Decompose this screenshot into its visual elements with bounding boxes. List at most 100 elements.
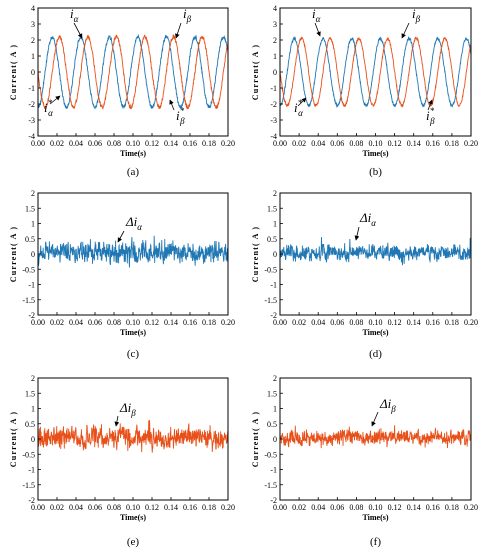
x-tick-label: 0.10 bbox=[126, 139, 140, 148]
y-tick-label: 2 bbox=[273, 36, 277, 45]
x-tick-label: 0.00 bbox=[273, 503, 287, 512]
y-tick-label: 0.5 bbox=[25, 420, 35, 429]
x-tick-label: 0.12 bbox=[145, 318, 159, 327]
y-tick-label: -2 bbox=[270, 311, 277, 320]
y-tick-label: 0.5 bbox=[267, 235, 277, 244]
x-tick-label: 0.18 bbox=[445, 503, 459, 512]
x-tick-label: 0.12 bbox=[145, 139, 159, 148]
annotation-arrow bbox=[401, 22, 410, 39]
x-tick-label: 0.10 bbox=[126, 503, 140, 512]
x-tick-label: 0.20 bbox=[464, 318, 478, 327]
y-tick-label: 0 bbox=[31, 250, 35, 259]
x-tick-label: 0.08 bbox=[349, 318, 363, 327]
y-tick-label: -0.5 bbox=[264, 450, 277, 459]
y-tick-label: -1.5 bbox=[22, 481, 35, 490]
series-line-i-alpha bbox=[280, 35, 471, 108]
x-tick-label: 0.06 bbox=[330, 318, 344, 327]
y-tick-label: 0.5 bbox=[25, 235, 35, 244]
x-tick-label: 0.20 bbox=[221, 139, 235, 148]
y-tick-label: 1 bbox=[273, 405, 277, 414]
x-tick-label: 0.20 bbox=[464, 139, 478, 148]
y-tick-label: 2 bbox=[31, 189, 35, 198]
data-lines bbox=[280, 425, 471, 449]
panel-caption: (c) bbox=[127, 348, 140, 360]
panel-caption: (b) bbox=[369, 166, 382, 178]
x-tick-label: 0.16 bbox=[183, 318, 197, 327]
x-tick-label: 0.16 bbox=[183, 139, 197, 148]
x-tick-label: 0.06 bbox=[330, 139, 344, 148]
x-tick-label: 0.06 bbox=[330, 503, 344, 512]
x-tick-label: 0.02 bbox=[292, 503, 306, 512]
y-tick-label: 1 bbox=[31, 52, 35, 61]
x-tick-label: 0.14 bbox=[164, 503, 178, 512]
x-tick-label: 0.04 bbox=[69, 318, 83, 327]
x-tick-label: 0.08 bbox=[107, 503, 121, 512]
chart-panel-b: 0.00 0.02 0.04 0.06 0.08 0.10 0.12 0.14 0.16 0.18… bbox=[251, 4, 478, 178]
annotation-arrow bbox=[314, 22, 321, 37]
y-tick-label: 4 bbox=[31, 4, 35, 13]
y-tick-label: 2 bbox=[273, 189, 277, 198]
annotation-label: Δiβ bbox=[379, 396, 396, 414]
y-tick-label: -2 bbox=[28, 311, 35, 320]
x-tick-label: 0.18 bbox=[202, 318, 216, 327]
annotation-label: i* α bbox=[294, 98, 303, 118]
y-tick-label: 1.5 bbox=[267, 204, 277, 213]
x-tick-label: 0.18 bbox=[445, 318, 459, 327]
x-tick-label: 0.18 bbox=[202, 503, 216, 512]
series-line-delta-i bbox=[38, 420, 228, 453]
y-tick-label: -1 bbox=[28, 84, 35, 93]
annotation-arrow bbox=[175, 22, 182, 39]
y-tick-label: 0.5 bbox=[267, 420, 277, 429]
panel-caption: (f) bbox=[370, 536, 381, 548]
annotation-arrow bbox=[371, 411, 379, 427]
y-tick-label: -1.5 bbox=[264, 481, 277, 490]
y-tick-label: 0 bbox=[273, 435, 277, 444]
x-tick-label: 0.16 bbox=[426, 139, 440, 148]
series-line-i-beta bbox=[280, 35, 471, 108]
y-tick-label: 1 bbox=[273, 52, 277, 61]
x-axis-label: Time(s) bbox=[362, 149, 388, 158]
x-tick-label: 0.02 bbox=[292, 318, 306, 327]
x-tick-label: 0.14 bbox=[164, 318, 178, 327]
series-line-delta-i bbox=[280, 237, 471, 266]
annotation-arrow bbox=[297, 97, 307, 107]
y-tick-label: 1 bbox=[31, 220, 35, 229]
x-tick-label: 0.10 bbox=[126, 318, 140, 327]
x-tick-label: 0.16 bbox=[426, 503, 440, 512]
chart-panel-d: 0.00 0.02 0.04 0.06 0.08 0.10 0.12 0.14 0.16 0.18… bbox=[251, 189, 478, 360]
annotation-arrow bbox=[114, 415, 120, 427]
x-tick-label: 0.00 bbox=[31, 139, 45, 148]
y-tick-label: -1 bbox=[270, 281, 277, 290]
chart-panel-c: 0.00 0.02 0.04 0.06 0.08 0.10 0.12 0.14 0.16 0.18… bbox=[9, 189, 235, 360]
x-tick-label: 0.12 bbox=[388, 139, 402, 148]
annotation-label: iβ bbox=[412, 6, 421, 24]
y-tick-label: 3 bbox=[273, 20, 277, 29]
y-tick-label: -1 bbox=[28, 466, 35, 475]
x-tick-label: 0.20 bbox=[464, 503, 478, 512]
annotation-label: iα bbox=[70, 6, 79, 24]
x-tick-label: 0.10 bbox=[369, 139, 383, 148]
y-tick-label: 1 bbox=[273, 220, 277, 229]
x-tick-label: 0.08 bbox=[349, 139, 363, 148]
x-tick-label: 0.00 bbox=[273, 139, 287, 148]
x-tick-label: 0.04 bbox=[69, 139, 83, 148]
annotation-label: Δiα bbox=[125, 214, 142, 232]
x-tick-label: 0.08 bbox=[107, 139, 121, 148]
annotation-label: Δiα bbox=[359, 210, 376, 228]
y-tick-label: 3 bbox=[31, 20, 35, 29]
y-tick-label: -4 bbox=[28, 132, 35, 141]
x-tick-label: 0.04 bbox=[311, 503, 325, 512]
panel-caption: (e) bbox=[127, 536, 140, 548]
chart-panel-e: 0.00 0.02 0.04 0.06 0.08 0.10 0.12 0.14 0.16 0.18… bbox=[9, 374, 235, 548]
y-tick-label: -2 bbox=[270, 100, 277, 109]
series-line-i-beta bbox=[38, 34, 228, 110]
x-tick-label: 0.18 bbox=[445, 139, 459, 148]
annotation-arrow bbox=[73, 22, 83, 39]
y-tick-label: -2 bbox=[28, 496, 35, 505]
x-tick-label: 0.14 bbox=[164, 139, 178, 148]
y-tick-label: 4 bbox=[273, 4, 277, 13]
annotation-label: Δiβ bbox=[119, 400, 136, 418]
x-tick-label: 0.00 bbox=[31, 503, 45, 512]
y-tick-label: -0.5 bbox=[264, 265, 277, 274]
